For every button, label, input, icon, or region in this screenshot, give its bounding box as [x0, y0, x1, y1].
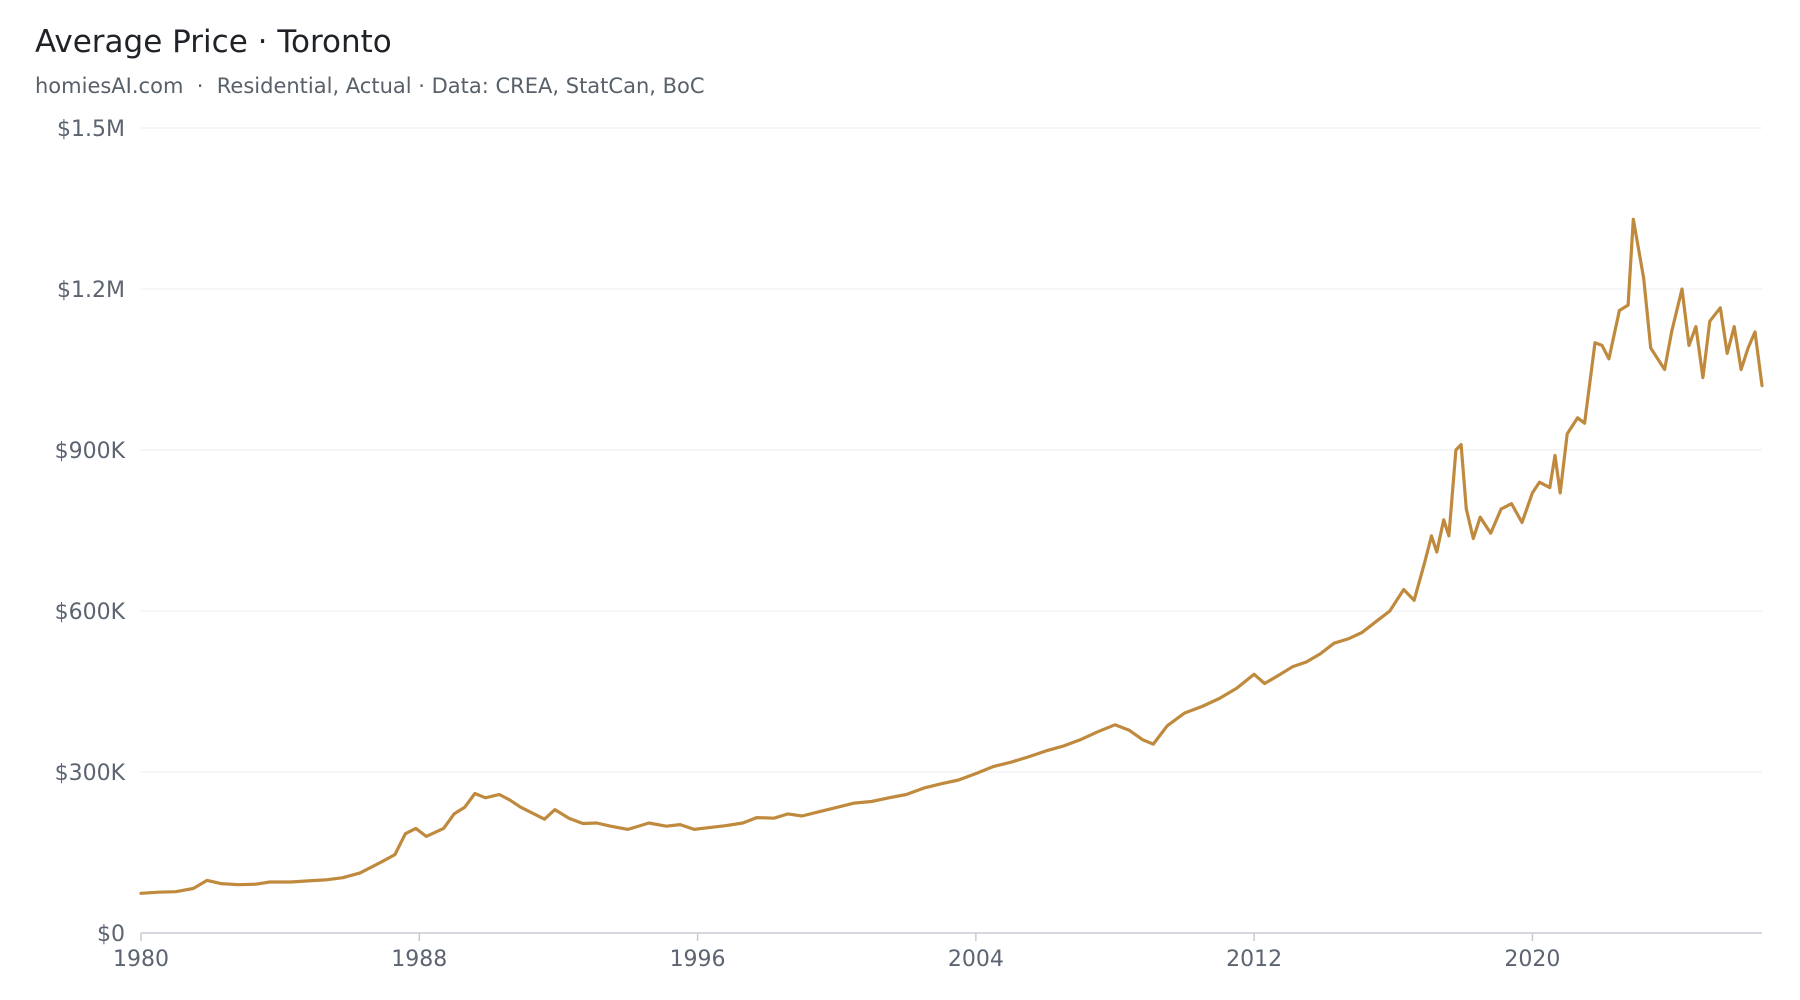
y-tick-label: $300K — [55, 761, 126, 786]
y-tick-label: $900K — [55, 439, 126, 464]
x-tick-label: 2004 — [948, 947, 1004, 972]
x-tick-label: 2012 — [1226, 947, 1282, 972]
gridlines — [141, 127, 1762, 773]
y-tick-label: $0 — [97, 922, 125, 947]
series-line — [139, 217, 1764, 895]
x-axis: 1980 1988 1996 2004 2012 2020 — [113, 932, 1762, 972]
y-tick-label: $600K — [55, 600, 126, 625]
y-axis: $0 $300K $600K $900K $1.2M $1.5M — [55, 117, 126, 947]
chart-subtitle: homiesAI.com · Residential, Actual · Dat… — [35, 74, 705, 98]
y-tick-label: $1.2M — [57, 278, 125, 303]
chart-header: Average Price · Toronto homiesAI.com · R… — [35, 22, 705, 100]
y-tick-label: $1.5M — [57, 117, 125, 142]
x-tick-label: 2020 — [1504, 947, 1560, 972]
chart-title: Average Price · Toronto — [35, 24, 392, 60]
x-tick-label: 1996 — [670, 947, 726, 972]
x-tick-label: 1980 — [113, 947, 169, 972]
series-group — [139, 217, 1764, 895]
x-tick-label: 1988 — [391, 947, 447, 972]
